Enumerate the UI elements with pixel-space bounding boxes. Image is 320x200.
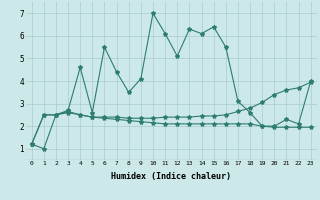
- X-axis label: Humidex (Indice chaleur): Humidex (Indice chaleur): [111, 172, 231, 181]
